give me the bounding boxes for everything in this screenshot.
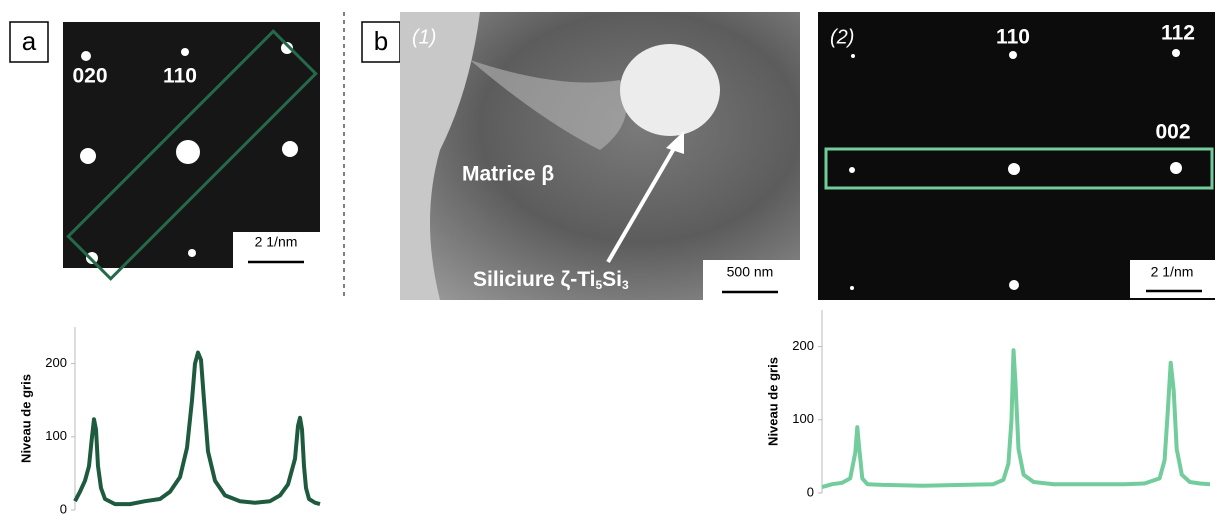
spot-label: 020 <box>72 65 107 88</box>
y-axis-label: Niveau de gris <box>18 374 33 463</box>
image-label: (1) <box>412 26 436 48</box>
matrix-label: Matrice β <box>462 163 554 186</box>
panel-label-box <box>9 21 49 63</box>
arrow <box>606 143 678 264</box>
scale-label: 2 1/nm <box>255 234 298 250</box>
arrow-head <box>666 131 684 154</box>
text-part: Siliciure ζ-Ti <box>473 268 595 291</box>
y-tick-label: 0 <box>807 484 814 499</box>
profile-box <box>66 29 318 281</box>
scale-box <box>703 260 800 300</box>
y-tick-label: 100 <box>792 411 814 426</box>
spot-label: 110 <box>996 26 1030 49</box>
tem-edge <box>400 12 480 300</box>
profile-line <box>821 348 1211 490</box>
image-label: (2) <box>830 26 854 48</box>
profile-line <box>73 350 321 507</box>
y-tick-label: 200 <box>792 338 814 353</box>
diffraction-image <box>818 12 1215 300</box>
text-part: Si <box>602 268 622 291</box>
scale-label: 2 1/nm <box>1151 264 1194 280</box>
silicide-particle <box>620 44 720 136</box>
subscript: 3 <box>622 278 629 292</box>
y-tick-label: 200 <box>45 355 67 370</box>
diffraction-spots <box>849 49 1182 290</box>
spot-label: 112 <box>1161 22 1195 45</box>
spot-label: 110 <box>163 65 197 88</box>
y-tick-label: 100 <box>45 428 67 443</box>
panel-label: a <box>22 26 37 56</box>
silicide-label: Siliciure ζ-Ti5Si3 <box>473 268 629 293</box>
spot-label: 002 <box>1155 121 1190 144</box>
tem-feature <box>470 60 627 150</box>
subscript: 5 <box>595 278 602 292</box>
y-tick-label: 0 <box>60 501 67 516</box>
panel-label: b <box>374 26 388 56</box>
profile-box <box>824 147 1214 190</box>
y-axis-label: Niveau de gris <box>765 357 780 446</box>
scale-label: 500 nm <box>727 264 774 280</box>
